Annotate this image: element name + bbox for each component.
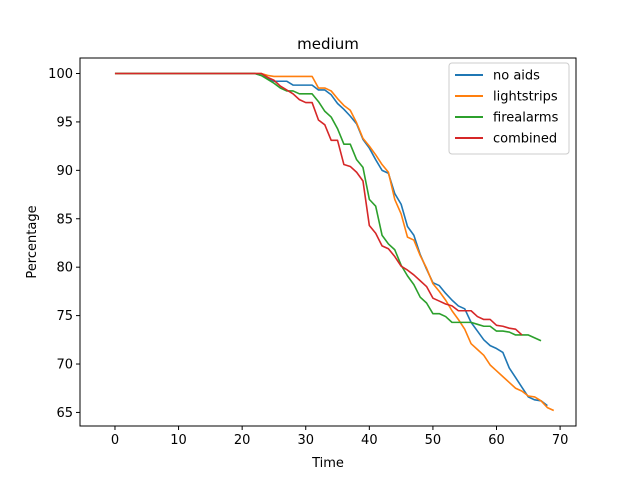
series-layer: [114, 72, 555, 412]
x-tick-label: 10: [170, 433, 187, 448]
x-axis: 0 10 20 30 40 50 60 70: [111, 426, 569, 448]
x-tick-label: 20: [234, 433, 251, 448]
legend-label: combined: [493, 132, 557, 147]
y-tick-label: 80: [56, 261, 73, 276]
x-axis-label: Time: [311, 456, 344, 471]
plot-area: [79, 57, 577, 427]
y-tick-label: 95: [56, 115, 73, 130]
y-tick-label: 100: [48, 67, 73, 82]
legend-label: firealarms: [493, 111, 559, 126]
y-tick-label: 75: [56, 309, 73, 324]
y-tick-label: 85: [56, 212, 73, 227]
legend: no aids lightstrips firealarms combined: [448, 62, 570, 155]
y-tick-label: 90: [56, 164, 73, 179]
y-axis: 65 70 75 80 85 90 95 100: [48, 67, 80, 421]
x-tick-label: 70: [552, 433, 569, 448]
x-tick-label: 0: [111, 433, 119, 448]
x-tick-label: 30: [297, 433, 314, 448]
x-tick-label: 50: [425, 433, 442, 448]
series-line-lightstrips: [114, 72, 555, 412]
series-line-combined: [114, 72, 523, 336]
chart-title: medium: [297, 35, 359, 53]
series-line-no-aids: [114, 72, 548, 407]
legend-box: [448, 62, 570, 155]
x-tick-label: 60: [488, 433, 505, 448]
series-line-firealarms: [114, 72, 542, 342]
y-tick-label: 70: [56, 358, 73, 373]
axes-frame: [79, 57, 577, 427]
y-axis-label: Percentage: [25, 205, 40, 278]
x-tick-label: 40: [361, 433, 378, 448]
legend-label: no aids: [493, 69, 540, 84]
y-tick-label: 65: [56, 406, 73, 421]
legend-label: lightstrips: [493, 90, 558, 105]
